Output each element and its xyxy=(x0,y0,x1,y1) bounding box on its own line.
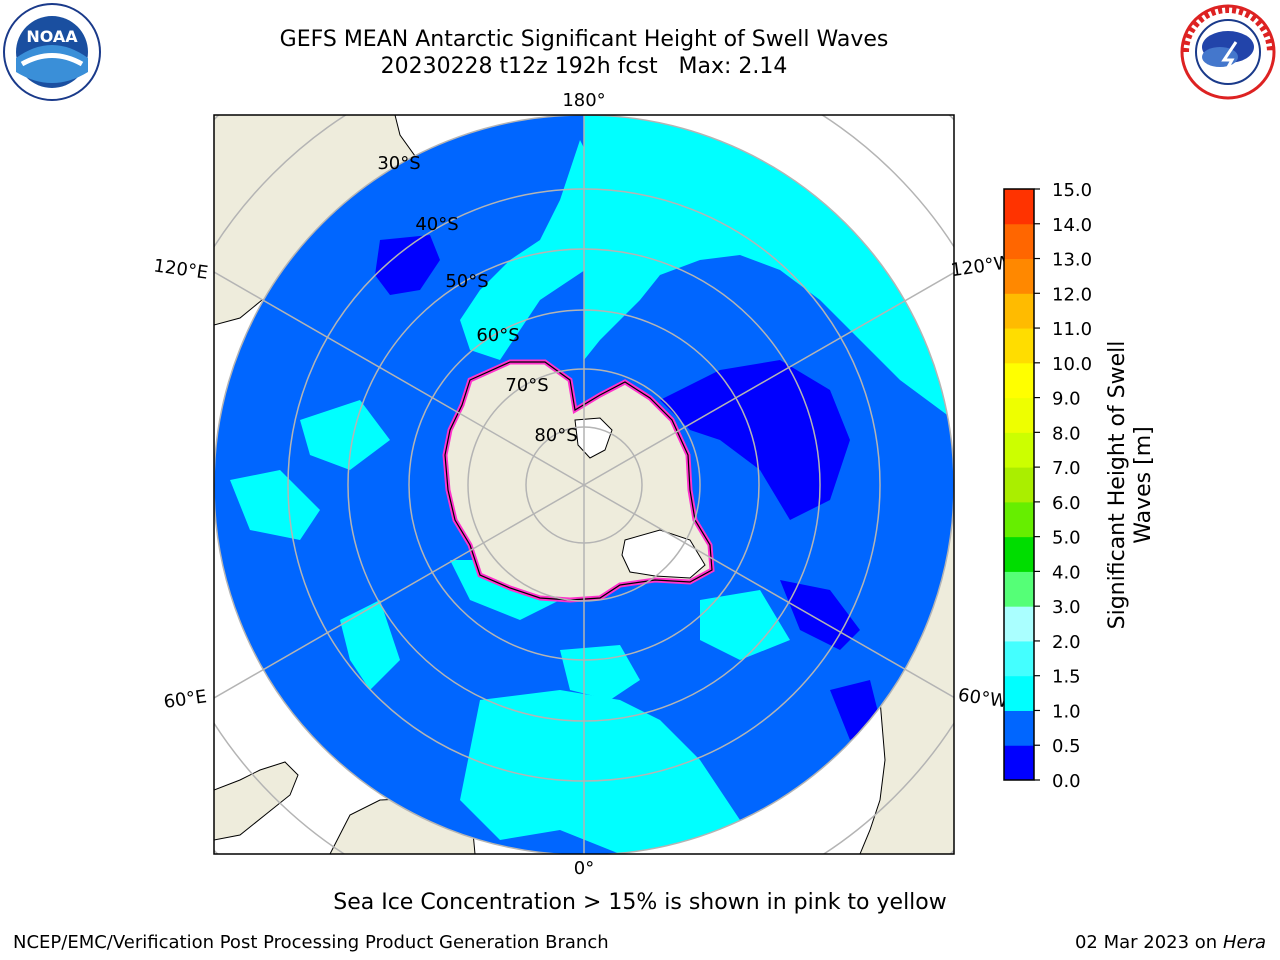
colorbar-tick-label: 14.0 xyxy=(1052,215,1092,236)
colorbar-tick-label: 11.0 xyxy=(1052,319,1092,340)
colorbar-border xyxy=(1003,188,1035,781)
colorbar-tick-label: 2.0 xyxy=(1052,632,1081,653)
footer-date: 02 Mar 2023 on Hera xyxy=(1075,932,1266,953)
colorbar-segment xyxy=(1004,362,1034,399)
colorbar-tick-label: 1.5 xyxy=(1052,667,1081,688)
colorbar-segment xyxy=(1004,710,1034,746)
colorbar-segment xyxy=(1004,432,1034,468)
colorbar-segment xyxy=(1004,258,1034,294)
colorbar-tick-label: 7.0 xyxy=(1052,458,1081,479)
colorbar-tick-label: 3.0 xyxy=(1052,597,1081,618)
colorbar-segment xyxy=(1004,328,1034,364)
colorbar-segment xyxy=(1004,293,1034,329)
colorbar-segment xyxy=(1004,397,1034,433)
colorbar-tick-label: 4.0 xyxy=(1052,562,1081,583)
svg-text:NOAA: NOAA xyxy=(26,27,78,46)
colorbar-tick-label: 0.5 xyxy=(1052,736,1081,757)
colorbar-tick-label: 8.0 xyxy=(1052,423,1081,444)
colorbar-tick-label: 15.0 xyxy=(1052,180,1092,201)
map-subtitle: 20230228 t12z 192h fcst Max: 2.14 xyxy=(380,54,788,79)
colorbar-segment xyxy=(1004,189,1034,225)
colorbar-segment xyxy=(1004,675,1034,711)
nws-logo-icon xyxy=(1180,4,1276,100)
lon-label-0: 0° xyxy=(574,858,594,879)
lat-label-40s: 40°S xyxy=(415,214,458,235)
map-border xyxy=(213,114,955,855)
footer-machine: Hera xyxy=(1222,932,1266,953)
colorbar-segment xyxy=(1004,501,1034,538)
colorbar-label-line1: Significant Height of Swell xyxy=(1105,341,1130,630)
lon-label-60w: 60°W xyxy=(957,685,1009,713)
colorbar-segment xyxy=(1004,467,1034,503)
colorbar-label-line2: Waves [m] xyxy=(1131,426,1156,543)
colorbar-tick-label: 1.0 xyxy=(1052,701,1081,722)
sea-ice-note: Sea Ice Concentration > 15% is shown in … xyxy=(333,890,947,915)
colorbar-segment xyxy=(1004,536,1034,572)
noaa-logo-icon: NOAA xyxy=(3,3,101,101)
footer-date-text: 02 Mar 2023 on xyxy=(1074,932,1218,953)
colorbar xyxy=(1004,189,1034,781)
map-title: GEFS MEAN Antarctic Significant Height o… xyxy=(279,27,889,52)
lat-label-30s: 30°S xyxy=(377,153,420,174)
graticule xyxy=(214,115,954,854)
colorbar-tick-label: 12.0 xyxy=(1052,284,1092,305)
colorbar-tick-label: 10.0 xyxy=(1052,354,1092,375)
lat-label-70s: 70°S xyxy=(505,375,548,396)
lat-label-80s: 80°S xyxy=(534,425,577,446)
colorbar-segment xyxy=(1004,223,1034,260)
colorbar-segment xyxy=(1004,640,1034,677)
colorbar-tick-label: 13.0 xyxy=(1052,250,1092,271)
lat-label-60s: 60°S xyxy=(476,325,519,346)
colorbar-segment xyxy=(1004,571,1034,607)
colorbar-tick-label: 5.0 xyxy=(1052,528,1081,549)
colorbar-tick-label: 0.0 xyxy=(1052,771,1081,792)
colorbar-segment xyxy=(1004,606,1034,642)
colorbar-tick-label: 6.0 xyxy=(1052,493,1081,514)
lat-label-50s: 50°S xyxy=(445,271,488,292)
lon-label-180: 180° xyxy=(562,90,605,111)
colorbar-segment xyxy=(1004,745,1034,781)
colorbar-tick-label: 9.0 xyxy=(1052,389,1081,410)
lon-label-60e: 60°E xyxy=(162,686,208,713)
lon-label-120e: 120°E xyxy=(152,255,209,283)
footer-branch: NCEP/EMC/Verification Post Processing Pr… xyxy=(13,932,609,953)
